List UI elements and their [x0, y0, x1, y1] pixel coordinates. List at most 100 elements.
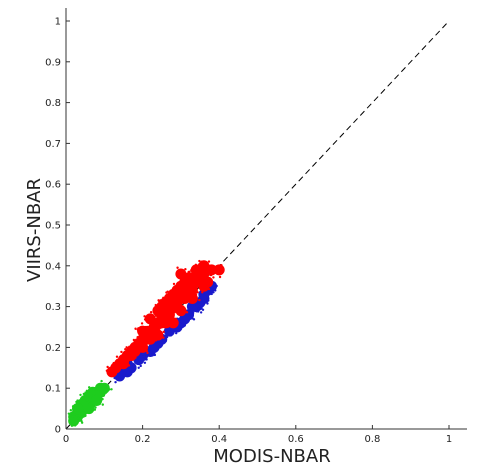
data-point-speckle	[176, 275, 179, 278]
data-point-speckle	[157, 308, 160, 312]
data-point-speckle	[215, 265, 218, 268]
data-point-speckle	[160, 309, 164, 312]
data-point-speckle	[168, 319, 171, 323]
data-point-speckle	[180, 298, 183, 302]
y-tick-label: 0.6	[45, 180, 61, 191]
data-point-speckle	[78, 414, 81, 417]
data-point-speckle	[182, 289, 185, 292]
data-point-speckle	[137, 327, 140, 330]
data-point	[144, 313, 156, 325]
data-point-speckle	[167, 325, 170, 328]
data-point-speckle	[134, 356, 137, 359]
data-point-speckle	[201, 308, 205, 311]
data-point	[68, 415, 80, 427]
data-point-speckle	[170, 303, 174, 307]
data-point-speckle	[203, 274, 206, 277]
data-point-speckle	[200, 260, 203, 263]
data-point-speckle	[164, 334, 167, 338]
data-point-speckle	[193, 303, 197, 306]
data-point-speckle	[82, 392, 86, 396]
data-point-speckle	[76, 402, 80, 405]
data-point-speckle	[179, 269, 182, 272]
x-axis-title: MODIS-NBAR	[213, 446, 330, 467]
data-point-speckle	[186, 272, 189, 276]
x-tick-label: 1	[446, 434, 452, 445]
data-point-speckle	[90, 386, 93, 390]
data-point-speckle	[195, 310, 198, 313]
y-axis-title: VIIRS-NBAR	[24, 178, 45, 282]
data-point-speckle	[184, 310, 188, 314]
data-point-speckle	[110, 388, 113, 391]
data-point	[179, 292, 191, 304]
data-point-speckle	[172, 305, 176, 308]
data-point-speckle	[215, 284, 218, 288]
data-point-speckle	[87, 390, 90, 394]
data-point-speckle	[98, 402, 101, 406]
data-point-speckle	[171, 301, 174, 305]
data-point-speckle	[162, 336, 165, 339]
data-point-speckle	[137, 366, 140, 370]
data-point-speckle	[199, 311, 203, 314]
data-point-speckle	[171, 296, 175, 299]
data-point-speckle	[221, 267, 224, 270]
data-point-speckle	[205, 286, 209, 289]
data-point	[171, 284, 183, 296]
data-point-speckle	[120, 350, 123, 354]
data-point-speckle	[146, 351, 149, 355]
data-point-speckle	[162, 315, 166, 318]
data-point-speckle	[176, 266, 179, 269]
data-point-speckle	[185, 294, 188, 297]
data-point-speckle	[113, 376, 116, 380]
data-point-speckle	[139, 364, 142, 368]
data-point-speckle	[145, 349, 148, 353]
data-point-speckle	[212, 276, 215, 279]
data-point-speckle	[188, 289, 191, 293]
data-point-speckle	[159, 326, 162, 330]
data-point-speckle	[190, 268, 193, 272]
data-point-speckle	[179, 304, 182, 308]
data-point-speckle	[136, 335, 139, 339]
data-point-speckle	[179, 285, 183, 288]
data-point-speckle	[197, 307, 201, 311]
data-point-speckle	[201, 291, 204, 294]
data-point-speckle	[128, 372, 132, 375]
data-point-speckle	[187, 314, 190, 317]
x-tick-label: 0.4	[211, 434, 227, 445]
data-point-speckle	[196, 291, 199, 294]
data-point-speckle	[184, 280, 187, 283]
x-tick-label: 0.8	[364, 434, 380, 445]
data-point-speckle	[158, 321, 161, 324]
data-point-speckle	[152, 315, 155, 318]
y-tick-label: 0.8	[45, 98, 61, 109]
data-point-speckle	[174, 317, 178, 321]
data-point-speckle	[189, 300, 192, 304]
y-tick-label: 0.5	[45, 221, 61, 232]
data-point-speckle	[174, 324, 178, 327]
data-point-speckle	[194, 285, 198, 289]
data-point-speckle	[198, 298, 201, 302]
data-point-speckle	[111, 369, 114, 372]
data-point-speckle	[178, 293, 182, 296]
data-point-speckle	[198, 259, 201, 263]
data-point	[198, 288, 210, 300]
y-tick-label: 1	[55, 17, 61, 28]
data-point-speckle	[182, 292, 186, 295]
data-point-speckle	[164, 339, 168, 343]
data-point-speckle	[149, 347, 153, 351]
data-point-speckle	[194, 263, 198, 267]
data-point-speckle	[171, 290, 175, 293]
x-tick-label: 0.6	[288, 434, 304, 445]
data-point-speckle	[163, 304, 167, 307]
data-point-speckle	[204, 298, 207, 302]
data-point-speckle	[125, 372, 128, 376]
data-point-speckle	[73, 424, 77, 427]
data-point-speckle	[144, 345, 147, 348]
data-point-speckle	[159, 344, 163, 347]
data-point-speckle	[207, 260, 211, 263]
data-point-speckle	[171, 328, 175, 331]
data-point-speckle	[162, 296, 165, 300]
data-point-speckle	[140, 322, 144, 325]
data-point-speckle	[160, 317, 164, 320]
data-point-speckle	[191, 311, 195, 315]
y-tick-label: 0.7	[45, 139, 61, 150]
